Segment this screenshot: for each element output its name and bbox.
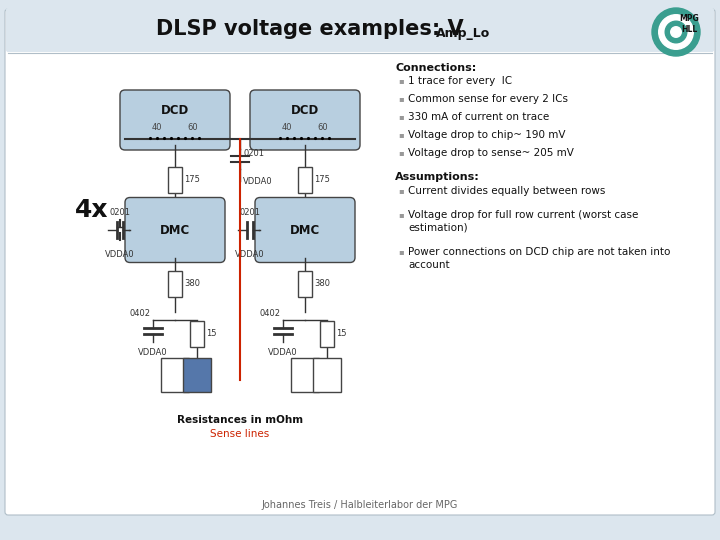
Text: VDDA0: VDDA0: [243, 177, 273, 186]
Text: Connections:: Connections:: [395, 63, 476, 73]
Text: DCD: DCD: [291, 104, 319, 117]
Text: Common sense for every 2 ICs: Common sense for every 2 ICs: [408, 94, 568, 104]
Text: Amp_Lo: Amp_Lo: [436, 26, 490, 39]
Text: DCD: DCD: [161, 104, 189, 117]
Text: 60: 60: [318, 124, 328, 132]
Bar: [320, 321, 334, 347]
FancyBboxPatch shape: [120, 90, 230, 150]
Text: 15: 15: [336, 329, 346, 339]
Bar: [161, 358, 189, 392]
FancyBboxPatch shape: [255, 198, 355, 262]
Text: 15: 15: [206, 329, 217, 339]
Text: 0201: 0201: [240, 208, 261, 217]
Text: 380: 380: [184, 280, 200, 288]
Text: 4x: 4x: [75, 198, 109, 222]
Text: ▪: ▪: [398, 148, 404, 157]
Bar: [298, 271, 312, 297]
Text: HLL: HLL: [681, 25, 698, 34]
Text: VDDA0: VDDA0: [235, 250, 265, 259]
Bar: [168, 271, 182, 297]
Text: ▪: ▪: [398, 247, 404, 256]
FancyBboxPatch shape: [125, 198, 225, 262]
Text: ▪: ▪: [398, 130, 404, 139]
Text: DLSP voltage examples: V: DLSP voltage examples: V: [156, 19, 464, 39]
Text: ▪: ▪: [398, 94, 404, 103]
Text: ▪: ▪: [398, 112, 404, 121]
Circle shape: [671, 26, 681, 37]
Text: ▪: ▪: [398, 210, 404, 219]
Bar: [183, 358, 211, 392]
Text: Voltage drop to chip~ 190 mV: Voltage drop to chip~ 190 mV: [408, 130, 565, 140]
Text: VDDA0: VDDA0: [138, 348, 168, 357]
Text: 1 trace for every  IC: 1 trace for every IC: [408, 76, 512, 86]
Text: 0201: 0201: [244, 149, 265, 158]
Text: 40: 40: [282, 124, 292, 132]
Text: estimation): estimation): [408, 223, 467, 233]
Bar: [168, 167, 182, 193]
Text: Assumptions:: Assumptions:: [395, 172, 480, 182]
Bar: [190, 321, 204, 347]
Text: 0402: 0402: [260, 309, 281, 318]
FancyBboxPatch shape: [250, 90, 360, 150]
Text: Power connections on DCD chip are not taken into: Power connections on DCD chip are not ta…: [408, 247, 670, 257]
Bar: [291, 358, 319, 392]
Text: MPG: MPG: [680, 14, 699, 23]
Text: account: account: [408, 260, 449, 270]
Circle shape: [659, 15, 693, 49]
Text: Current divides equally between rows: Current divides equally between rows: [408, 186, 606, 196]
Text: 380: 380: [314, 280, 330, 288]
Text: 330 mA of current on trace: 330 mA of current on trace: [408, 112, 549, 122]
Text: 40: 40: [152, 124, 162, 132]
FancyBboxPatch shape: [5, 9, 715, 515]
Circle shape: [652, 8, 700, 56]
FancyBboxPatch shape: [6, 8, 714, 52]
Circle shape: [665, 21, 687, 43]
Text: Voltage drop for full row current (worst case: Voltage drop for full row current (worst…: [408, 210, 639, 220]
Text: VDDA0: VDDA0: [268, 348, 298, 357]
Text: ▪: ▪: [398, 186, 404, 195]
Text: Voltage drop to sense~ 205 mV: Voltage drop to sense~ 205 mV: [408, 148, 574, 158]
Bar: [313, 358, 341, 392]
Text: 0402: 0402: [130, 309, 151, 318]
Text: Johannes Treis / Halbleiterlabor der MPG: Johannes Treis / Halbleiterlabor der MPG: [262, 500, 458, 510]
Text: 0201: 0201: [109, 208, 130, 217]
Text: ▪: ▪: [398, 76, 404, 85]
Text: VDDA0: VDDA0: [105, 250, 135, 259]
Text: 175: 175: [184, 176, 200, 185]
Text: DMC: DMC: [290, 224, 320, 237]
Text: 175: 175: [314, 176, 330, 185]
Text: DMC: DMC: [160, 224, 190, 237]
Text: Resistances in mOhm: Resistances in mOhm: [177, 415, 303, 425]
Text: Sense lines: Sense lines: [210, 429, 269, 439]
Bar: [298, 167, 312, 193]
Text: 60: 60: [188, 124, 198, 132]
